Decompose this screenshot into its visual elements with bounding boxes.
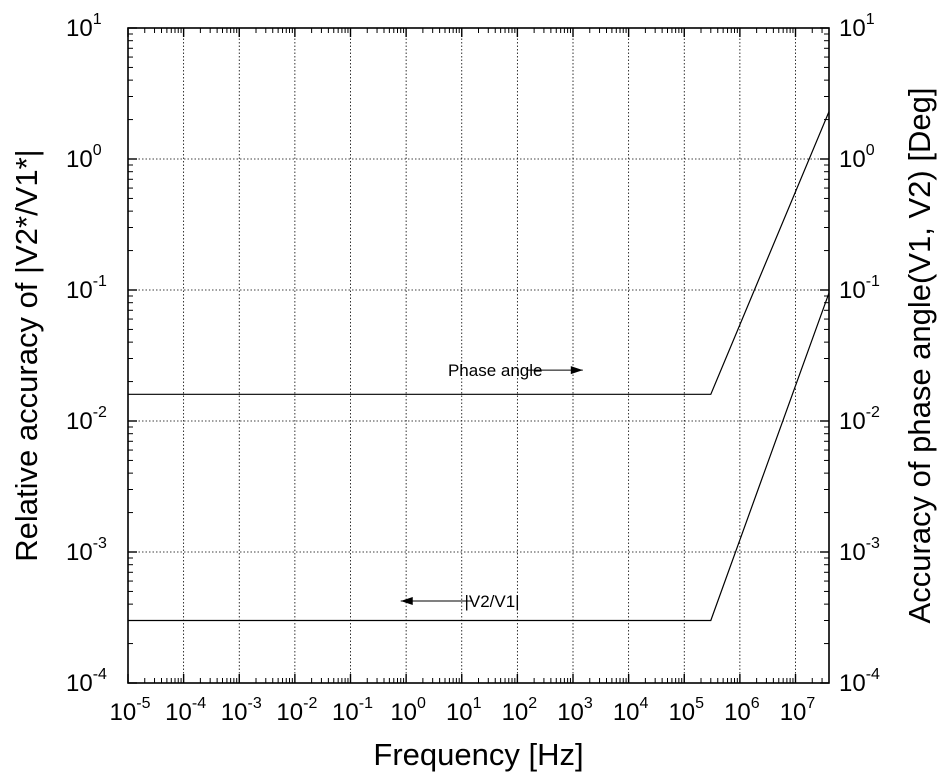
x-tick-label: 103: [557, 695, 593, 726]
x-tick-label: 10-1: [332, 695, 373, 726]
x-tick-label: 105: [668, 695, 704, 726]
x-tick-label: 101: [446, 695, 482, 726]
x-tick-label: 102: [502, 695, 538, 726]
x-tick-label: 10-2: [276, 695, 317, 726]
x-tick-label: 10-5: [110, 695, 151, 726]
y-tick-label-right: 10-1: [839, 273, 880, 304]
y-tick-label-left: 10-2: [66, 404, 107, 435]
x-tick-label: 104: [613, 695, 649, 726]
annotation-arrowhead: [400, 597, 413, 606]
x-axis-title: Frequency [Hz]: [373, 737, 583, 772]
y-axis-title-right: Accuracy of phase angle(V1, V2) [Deg]: [902, 88, 937, 624]
axis-ticks: [127, 27, 830, 684]
y-tick-label-left: 100: [66, 142, 102, 173]
annotations: Phase angle |V2/V1|: [400, 361, 583, 611]
x-tick-label: 100: [390, 695, 426, 726]
y-tick-label-right: 101: [839, 11, 875, 42]
annotation-label: |V2/V1|: [464, 592, 519, 611]
x-tick-label: 106: [724, 695, 760, 726]
plot-frame: [127, 27, 830, 684]
annotation-label: Phase angle: [448, 361, 543, 380]
y-tick-label-right: 10-3: [839, 535, 880, 566]
series-line-phase-angle: [128, 111, 830, 395]
x-tick-label: 10-4: [165, 695, 206, 726]
y-tick-label-left: 101: [66, 11, 102, 42]
y-axis-title-left: Relative accuracy of |V2*/V1*|: [9, 149, 44, 561]
series-lines: [128, 111, 830, 622]
series-line-v2-v1: [128, 292, 830, 622]
y-tick-label-left: 10-1: [66, 273, 107, 304]
grid-lines: [128, 28, 829, 683]
y-tick-label-right: 10-2: [839, 404, 880, 435]
y-tick-label-left: 10-4: [66, 666, 107, 697]
x-tick-label: 107: [780, 695, 816, 726]
x-tick-label: 10-3: [221, 695, 262, 726]
y-tick-label-right: 100: [839, 142, 875, 173]
annotation-arrowhead: [570, 366, 583, 375]
y-tick-label-left: 10-3: [66, 535, 107, 566]
y-tick-label-right: 10-4: [839, 666, 880, 697]
tick-labels: 10-5 10-4 10-3 10-2 10-1 100 101 102 103 104 105 10…: [66, 11, 880, 726]
